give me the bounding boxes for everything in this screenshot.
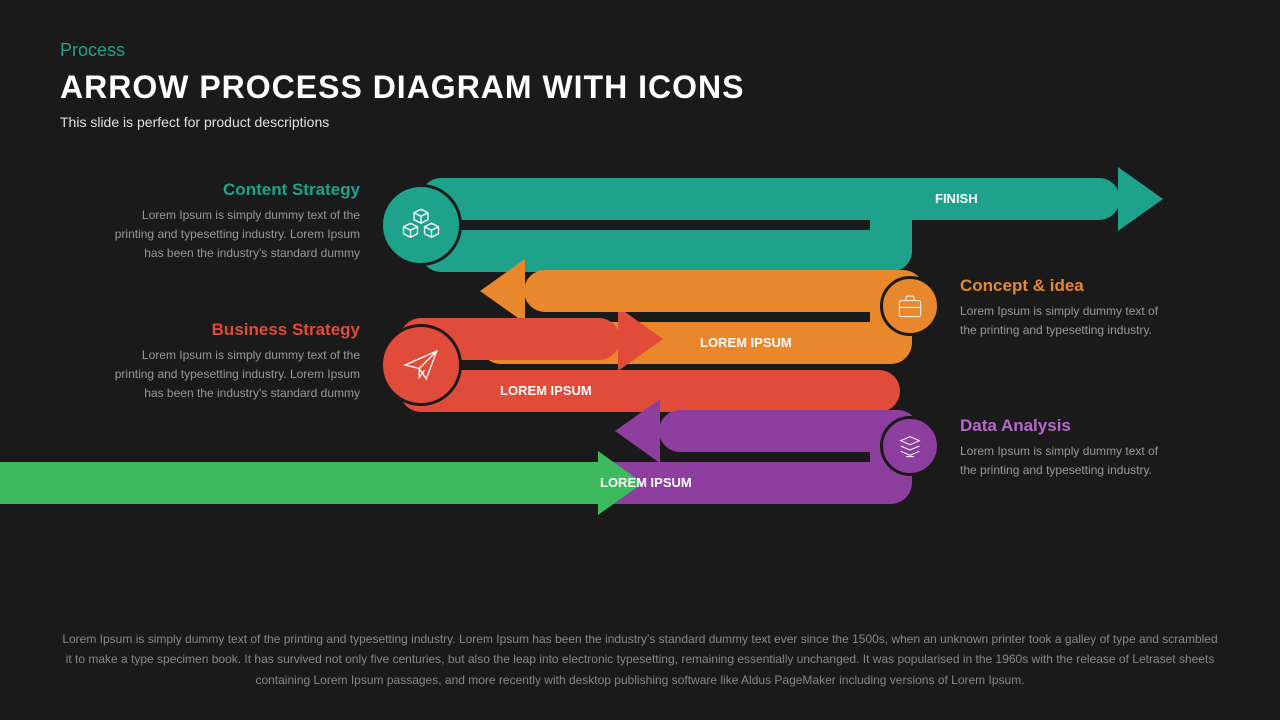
bar-orange-top — [524, 270, 924, 312]
paper-plane-icon — [400, 344, 442, 386]
category-label: Process — [60, 40, 1220, 61]
circle-concept — [880, 276, 940, 336]
arrow-red-right — [618, 307, 663, 371]
label-red: LOREM IPSUM — [500, 383, 592, 398]
text-data: Data Analysis Lorem Ipsum is simply dumm… — [960, 416, 1160, 480]
text-concept: Concept & idea Lorem Ipsum is simply dum… — [960, 276, 1160, 340]
page-title: ARROW PROCESS DIAGRAM WITH ICONS — [60, 69, 1220, 106]
layers-icon — [894, 430, 926, 462]
cubes-icon — [400, 204, 442, 246]
footer-text: Lorem Ipsum is simply dummy text of the … — [60, 629, 1220, 690]
teal-connector — [870, 178, 912, 272]
bar-red-bottom — [420, 370, 900, 412]
text-business: Business Strategy Lorem Ipsum is simply … — [100, 320, 360, 404]
page-subtitle: This slide is perfect for product descri… — [60, 114, 1220, 130]
label-orange: LOREM IPSUM — [700, 335, 792, 350]
circle-business — [380, 324, 462, 406]
bar-green — [0, 462, 600, 504]
circle-data — [880, 416, 940, 476]
bar-teal-top — [420, 178, 1120, 220]
label-purple: LOREM IPSUM — [600, 475, 692, 490]
arrow-finish — [1118, 167, 1163, 231]
circle-content — [380, 184, 462, 266]
briefcase-icon — [894, 290, 926, 322]
label-finish: FINISH — [935, 191, 978, 206]
process-diagram: FINISH Content Strategy Lorem Ipsum is s… — [0, 160, 1280, 580]
text-content: Content Strategy Lorem Ipsum is simply d… — [100, 180, 360, 264]
arrow-orange-left — [480, 259, 525, 323]
